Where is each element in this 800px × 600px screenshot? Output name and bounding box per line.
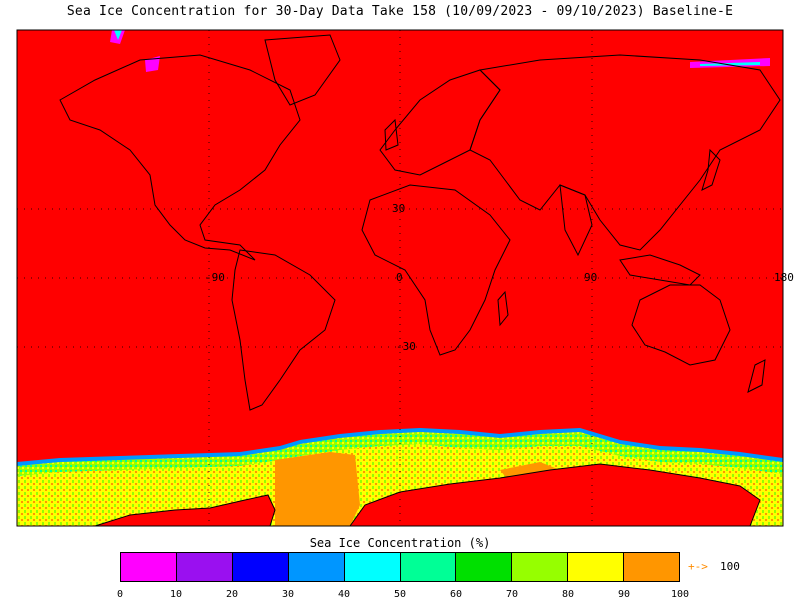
sea-ice-map: -90 0 90 180 30 -30 — [16, 29, 794, 527]
map-frame — [16, 29, 784, 527]
colorbar-segment — [232, 553, 289, 581]
colorbar-segment — [176, 553, 233, 581]
weddell-ice — [275, 452, 360, 526]
colorbar-segment — [568, 553, 625, 581]
colorbar-segment — [121, 553, 177, 581]
lat-label: -30 — [396, 340, 416, 353]
colorbar-tick: 60 — [449, 589, 463, 600]
colorbar-tick: 70 — [505, 589, 519, 600]
lon-label: 90 — [584, 271, 597, 284]
lon-label: -90 — [205, 271, 225, 284]
graticule — [17, 30, 783, 526]
overflow-arrow-label: +-> — [688, 560, 708, 573]
colorbar-tick: 20 — [225, 589, 239, 600]
colorbar-segment — [512, 553, 569, 581]
colorbar-segment — [344, 553, 401, 581]
colorbar-tick: 40 — [337, 589, 351, 600]
lon-label: 180 — [774, 271, 794, 284]
lon-label: 0 — [396, 271, 403, 284]
lat-label: 30 — [392, 202, 405, 215]
colorbar-tick: 0 — [116, 589, 124, 600]
colorbar-tick: 100 — [670, 589, 690, 600]
colorbar-segment — [288, 553, 345, 581]
colorbar-tick: 10 — [169, 589, 183, 600]
overflow-arrow-value: 100 — [720, 560, 740, 573]
colorbar-tick: 90 — [617, 589, 631, 600]
colorbar-segment — [456, 553, 513, 581]
colorbar-title: Sea Ice Concentration (%) — [309, 536, 491, 550]
colorbar-tick: 30 — [281, 589, 295, 600]
colorbar-tick: 50 — [393, 589, 407, 600]
colorbar-tick: 80 — [561, 589, 575, 600]
colorbar — [120, 552, 680, 582]
colorbar-segment — [624, 553, 680, 581]
colorbar-segment — [400, 553, 457, 581]
map-title: Sea Ice Concentration for 30-Day Data Ta… — [66, 4, 734, 19]
land-outlines — [59, 34, 781, 411]
